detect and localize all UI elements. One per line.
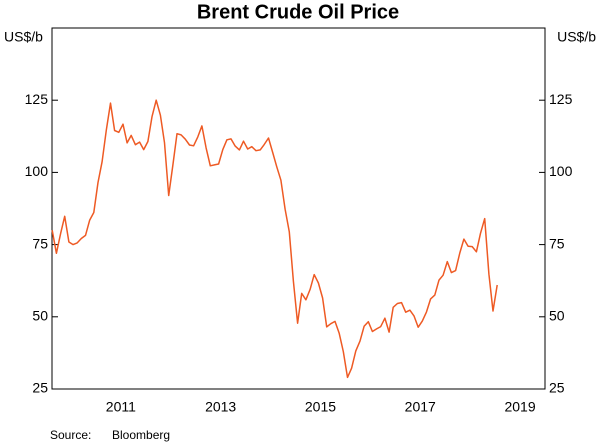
- source: Bloomberg: [112, 428, 170, 442]
- x-tick-label: 2011: [106, 399, 136, 415]
- y-tick-label-left: 75: [32, 235, 48, 251]
- source-label: Source:: [50, 428, 91, 442]
- y-tick-label-right: 25: [549, 380, 565, 396]
- y-tick-label-left: 100: [25, 163, 49, 179]
- price-line: [51, 99, 498, 379]
- chart-title: Brent Crude Oil Price: [197, 1, 399, 23]
- y-tick-label-right: 125: [549, 91, 573, 107]
- y-tick-label-right: 75: [549, 235, 565, 251]
- x-tick-label: 2013: [205, 399, 236, 415]
- y-tick-label-right: 100: [549, 163, 573, 179]
- y-tick-label-left: 50: [32, 308, 48, 324]
- y-unit-left: US$/b: [4, 29, 43, 45]
- x-tick-label: 2015: [305, 399, 336, 415]
- plot-frame: [51, 27, 546, 390]
- y-tick-label-left: 25: [32, 380, 48, 396]
- y-tick-label-left: 125: [25, 91, 49, 107]
- x-tick-label: 2017: [405, 399, 436, 415]
- y-tick-label-right: 50: [549, 308, 565, 324]
- x-tick-label: 2019: [504, 399, 535, 415]
- y-unit-right: US$/b: [557, 29, 596, 45]
